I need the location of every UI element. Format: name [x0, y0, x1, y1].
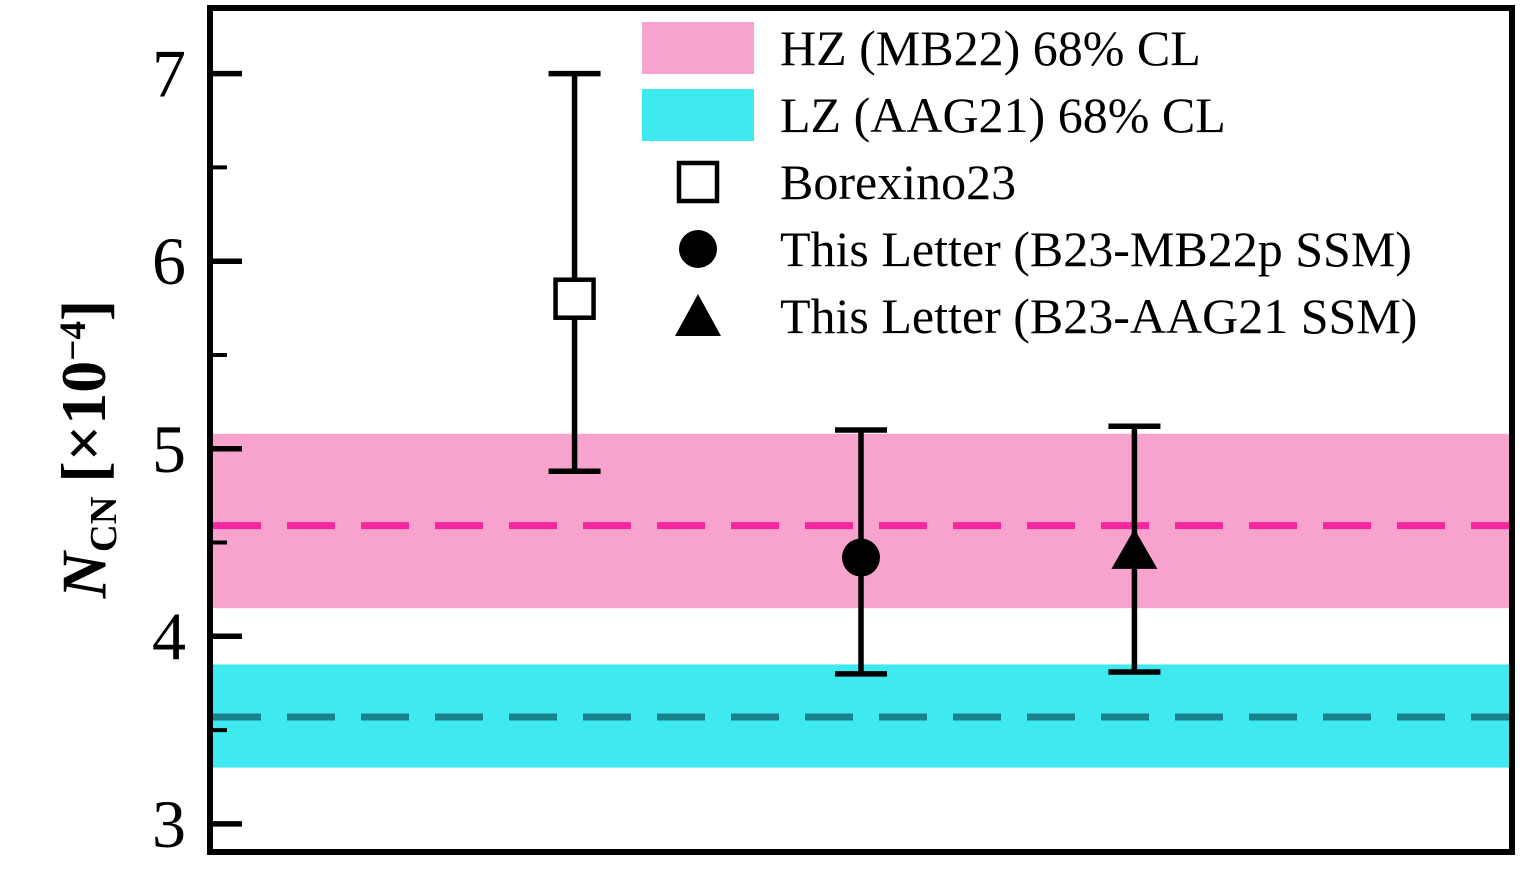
- legend-label: LZ (AAG21) 68% CL: [780, 87, 1226, 143]
- legend-band-swatch: [642, 22, 754, 74]
- data-marker-filled-triangle: [1111, 528, 1158, 569]
- y-axis-exponent: −4: [53, 321, 94, 361]
- legend-band-swatch: [642, 89, 754, 141]
- y-axis-unit-prefix: [×10: [48, 360, 120, 483]
- legend-label: This Letter (B23-MB22p SSM): [780, 221, 1412, 277]
- legend-entry-4: This Letter (B23-AAG21 SSM): [642, 288, 1417, 344]
- legend-label: HZ (MB22) 68% CL: [780, 20, 1201, 76]
- open-square-icon: [676, 160, 720, 204]
- y-tick-label-5: 5: [152, 411, 186, 487]
- y-tick-label-4: 4: [152, 598, 186, 674]
- legend-marker-swatch: [642, 290, 754, 342]
- data-marker-filled-circle: [842, 538, 880, 577]
- legend-entry-0: HZ (MB22) 68% CL: [642, 20, 1417, 76]
- y-tick-label-7: 7: [152, 36, 186, 112]
- y-tick-label-6: 6: [152, 223, 186, 299]
- filled-triangle-icon: [675, 294, 721, 336]
- y-axis-unit-suffix: ]: [48, 299, 120, 322]
- legend-label: This Letter (B23-AAG21 SSM): [780, 288, 1418, 344]
- y-tick-label-3: 3: [152, 786, 186, 862]
- legend-entry-1: LZ (AAG21) 68% CL: [642, 87, 1417, 143]
- legend-marker-swatch: [642, 156, 754, 208]
- legend-marker-swatch: [642, 223, 754, 275]
- legend-label: Borexino23: [780, 154, 1017, 210]
- legend-entry-3: This Letter (B23-MB22p SSM): [642, 221, 1417, 277]
- legend-entry-2: Borexino23: [642, 154, 1417, 210]
- y-axis-symbol: N: [48, 552, 120, 599]
- data-marker-open-square: [553, 277, 596, 320]
- legend: HZ (MB22) 68% CL LZ (AAG21) 68% CL Borexin…: [642, 20, 1417, 344]
- filled-circle-icon: [679, 230, 717, 268]
- plot-frame: [207, 5, 1515, 855]
- y-axis-subscript: CN: [83, 496, 126, 553]
- y-axis-label: NCN [×10−4]: [29, 139, 125, 759]
